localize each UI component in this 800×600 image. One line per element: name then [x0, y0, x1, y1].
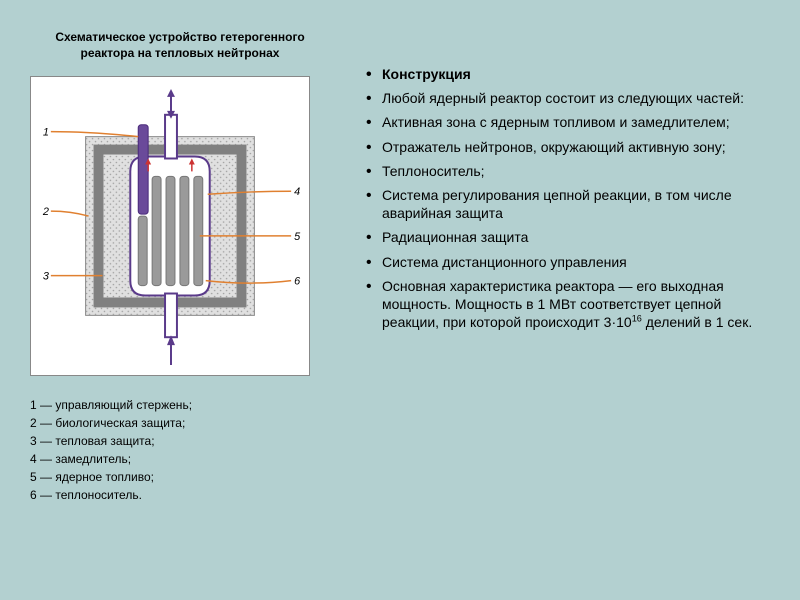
- list-item: Основная характеристика реактора — его в…: [360, 277, 780, 332]
- svg-text:1: 1: [43, 127, 49, 139]
- legend-line: 2 — биологическая защита;: [30, 414, 330, 432]
- item-text-post: делений в 1 сек.: [642, 314, 752, 330]
- list-item: Любой ядерный реактор состоит из следующ…: [360, 89, 780, 107]
- list-item: Теплоноситель;: [360, 162, 780, 180]
- list-item: Система дистанционного управления: [360, 253, 780, 271]
- svg-text:2: 2: [42, 206, 49, 218]
- list-item: Отражатель нейтронов, окружающий активну…: [360, 138, 780, 156]
- svg-text:4: 4: [294, 186, 300, 198]
- reactor-diagram: 1 2 3 4 5 6: [30, 76, 310, 376]
- list-item: Система регулирования цепной реакции, в …: [360, 186, 780, 222]
- diagram-legend: 1 — управляющий стержень; 2 — биологичес…: [30, 396, 330, 504]
- legend-line: 5 — ядерное топливо;: [30, 468, 330, 486]
- legend-line: 6 — теплоноситель.: [30, 486, 330, 504]
- left-column: Схематическое устройство гетерогенного р…: [30, 30, 330, 504]
- reactor-svg: 1 2 3 4 5 6: [31, 77, 309, 375]
- svg-text:5: 5: [294, 231, 301, 243]
- diagram-title: Схематическое устройство гетерогенного р…: [30, 30, 330, 61]
- bullet-list: Конструкция Любой ядерный реактор состои…: [360, 65, 780, 331]
- right-column: Конструкция Любой ядерный реактор состои…: [360, 65, 780, 337]
- legend-line: 3 — тепловая защита;: [30, 432, 330, 450]
- svg-text:3: 3: [43, 271, 49, 283]
- list-heading: Конструкция: [360, 65, 780, 83]
- svg-text:6: 6: [294, 276, 301, 288]
- list-item: Активная зона с ядерным топливом и замед…: [360, 113, 780, 131]
- legend-line: 1 — управляющий стержень;: [30, 396, 330, 414]
- legend-line: 4 — замедлитель;: [30, 450, 330, 468]
- item-sup: 16: [632, 313, 642, 323]
- list-item: Радиационная защита: [360, 228, 780, 246]
